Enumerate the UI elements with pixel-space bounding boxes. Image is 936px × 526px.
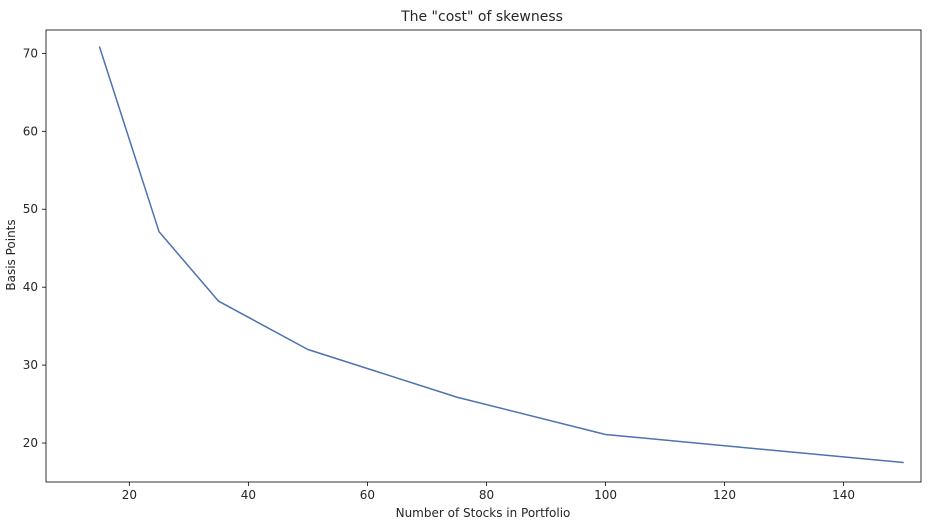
x-tick-label: 60 bbox=[360, 488, 375, 502]
y-tick-label: 70 bbox=[23, 46, 38, 60]
y-tick-label: 40 bbox=[23, 280, 38, 294]
y-tick-label: 20 bbox=[23, 436, 38, 450]
y-axis: 20 30 40 50 60 70 bbox=[23, 46, 46, 450]
series-layer bbox=[98, 46, 904, 464]
y-tick-label: 60 bbox=[23, 124, 38, 138]
y-tick-label: 30 bbox=[23, 358, 38, 372]
y-tick-label: 50 bbox=[23, 202, 38, 216]
plot-area bbox=[45, 29, 922, 483]
x-axis-label: Number of Stocks in Portfolio bbox=[396, 506, 571, 520]
x-tick-label: 40 bbox=[241, 488, 256, 502]
chart-title: The "cost" of skewness bbox=[400, 9, 563, 25]
series-line bbox=[98, 46, 904, 464]
x-axis: 20 40 60 80 100 120 140 bbox=[122, 482, 855, 502]
x-tick-label: 120 bbox=[713, 488, 736, 502]
x-tick-label: 140 bbox=[832, 488, 855, 502]
y-axis-label: Basis Points bbox=[4, 219, 18, 290]
plot-frame bbox=[45, 29, 922, 483]
x-tick-label: 100 bbox=[594, 488, 617, 502]
x-tick-label: 80 bbox=[479, 488, 494, 502]
x-tick-label: 20 bbox=[122, 488, 137, 502]
